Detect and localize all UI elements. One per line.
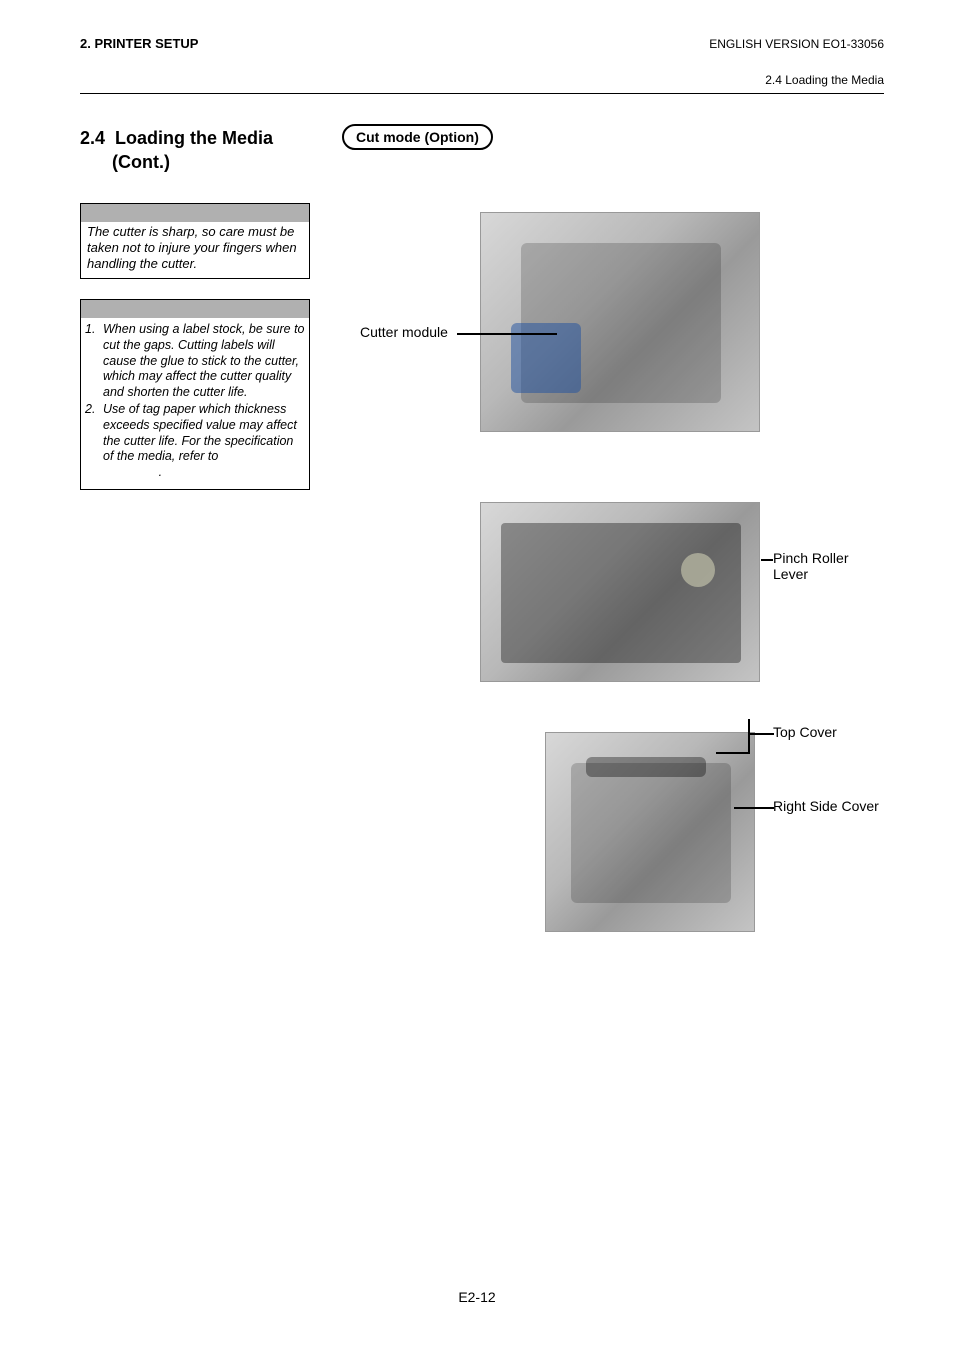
pinch-leader-line xyxy=(761,559,773,561)
top-cover-label: Top Cover xyxy=(773,724,837,740)
breadcrumb: 2.4 Loading the Media xyxy=(80,73,884,87)
header-divider xyxy=(80,93,884,94)
warning-head-bar xyxy=(81,204,309,222)
section-number: 2.4 xyxy=(80,128,105,148)
top-cover-leader-h1 xyxy=(748,733,774,735)
figure-pinch-roller xyxy=(480,502,760,682)
page-footer: E2-12 xyxy=(0,1289,954,1305)
note-1-number: 1. xyxy=(85,322,103,400)
note-2-text: Use of tag paper which thickness exceeds… xyxy=(103,402,305,480)
note-1-text: When using a label stock, be sure to cut… xyxy=(103,322,305,400)
warning-text: The cutter is sharp, so care must be tak… xyxy=(81,222,309,279)
cut-mode-pill: Cut mode (Option) xyxy=(342,124,493,150)
chapter-label: 2. PRINTER SETUP xyxy=(80,36,198,51)
right-side-cover-label: Right Side Cover xyxy=(773,798,879,814)
top-cover-leader-v xyxy=(748,719,750,753)
version-label: ENGLISH VERSION EO1-33056 xyxy=(709,37,884,51)
notes-box: 1. When using a label stock, be sure to … xyxy=(80,299,310,489)
right-cover-leader xyxy=(734,807,774,809)
notes-body: 1. When using a label stock, be sure to … xyxy=(81,318,309,488)
section-title-line1: Loading the Media xyxy=(115,128,273,148)
page-header: 2. PRINTER SETUP ENGLISH VERSION EO1-330… xyxy=(80,36,884,51)
notes-head-bar xyxy=(81,300,309,318)
note-item-2: 2. Use of tag paper which thickness exce… xyxy=(85,402,305,480)
main-content: 2.4 Loading the Media (Cont.) Cut mode (… xyxy=(80,126,884,490)
figure-top-cover xyxy=(545,732,755,932)
top-cover-leader-h2 xyxy=(716,752,750,754)
note-item-1: 1. When using a label stock, be sure to … xyxy=(85,322,305,400)
section-title-line2: (Cont.) xyxy=(80,150,884,174)
pinch-roller-label: Pinch Roller Lever xyxy=(773,550,884,582)
cutter-module-label: Cutter module xyxy=(360,324,448,340)
figure-cutter-module xyxy=(480,212,760,432)
note-2-number: 2. xyxy=(85,402,103,480)
warning-box: The cutter is sharp, so care must be tak… xyxy=(80,203,310,280)
cutter-leader-line xyxy=(457,333,557,335)
